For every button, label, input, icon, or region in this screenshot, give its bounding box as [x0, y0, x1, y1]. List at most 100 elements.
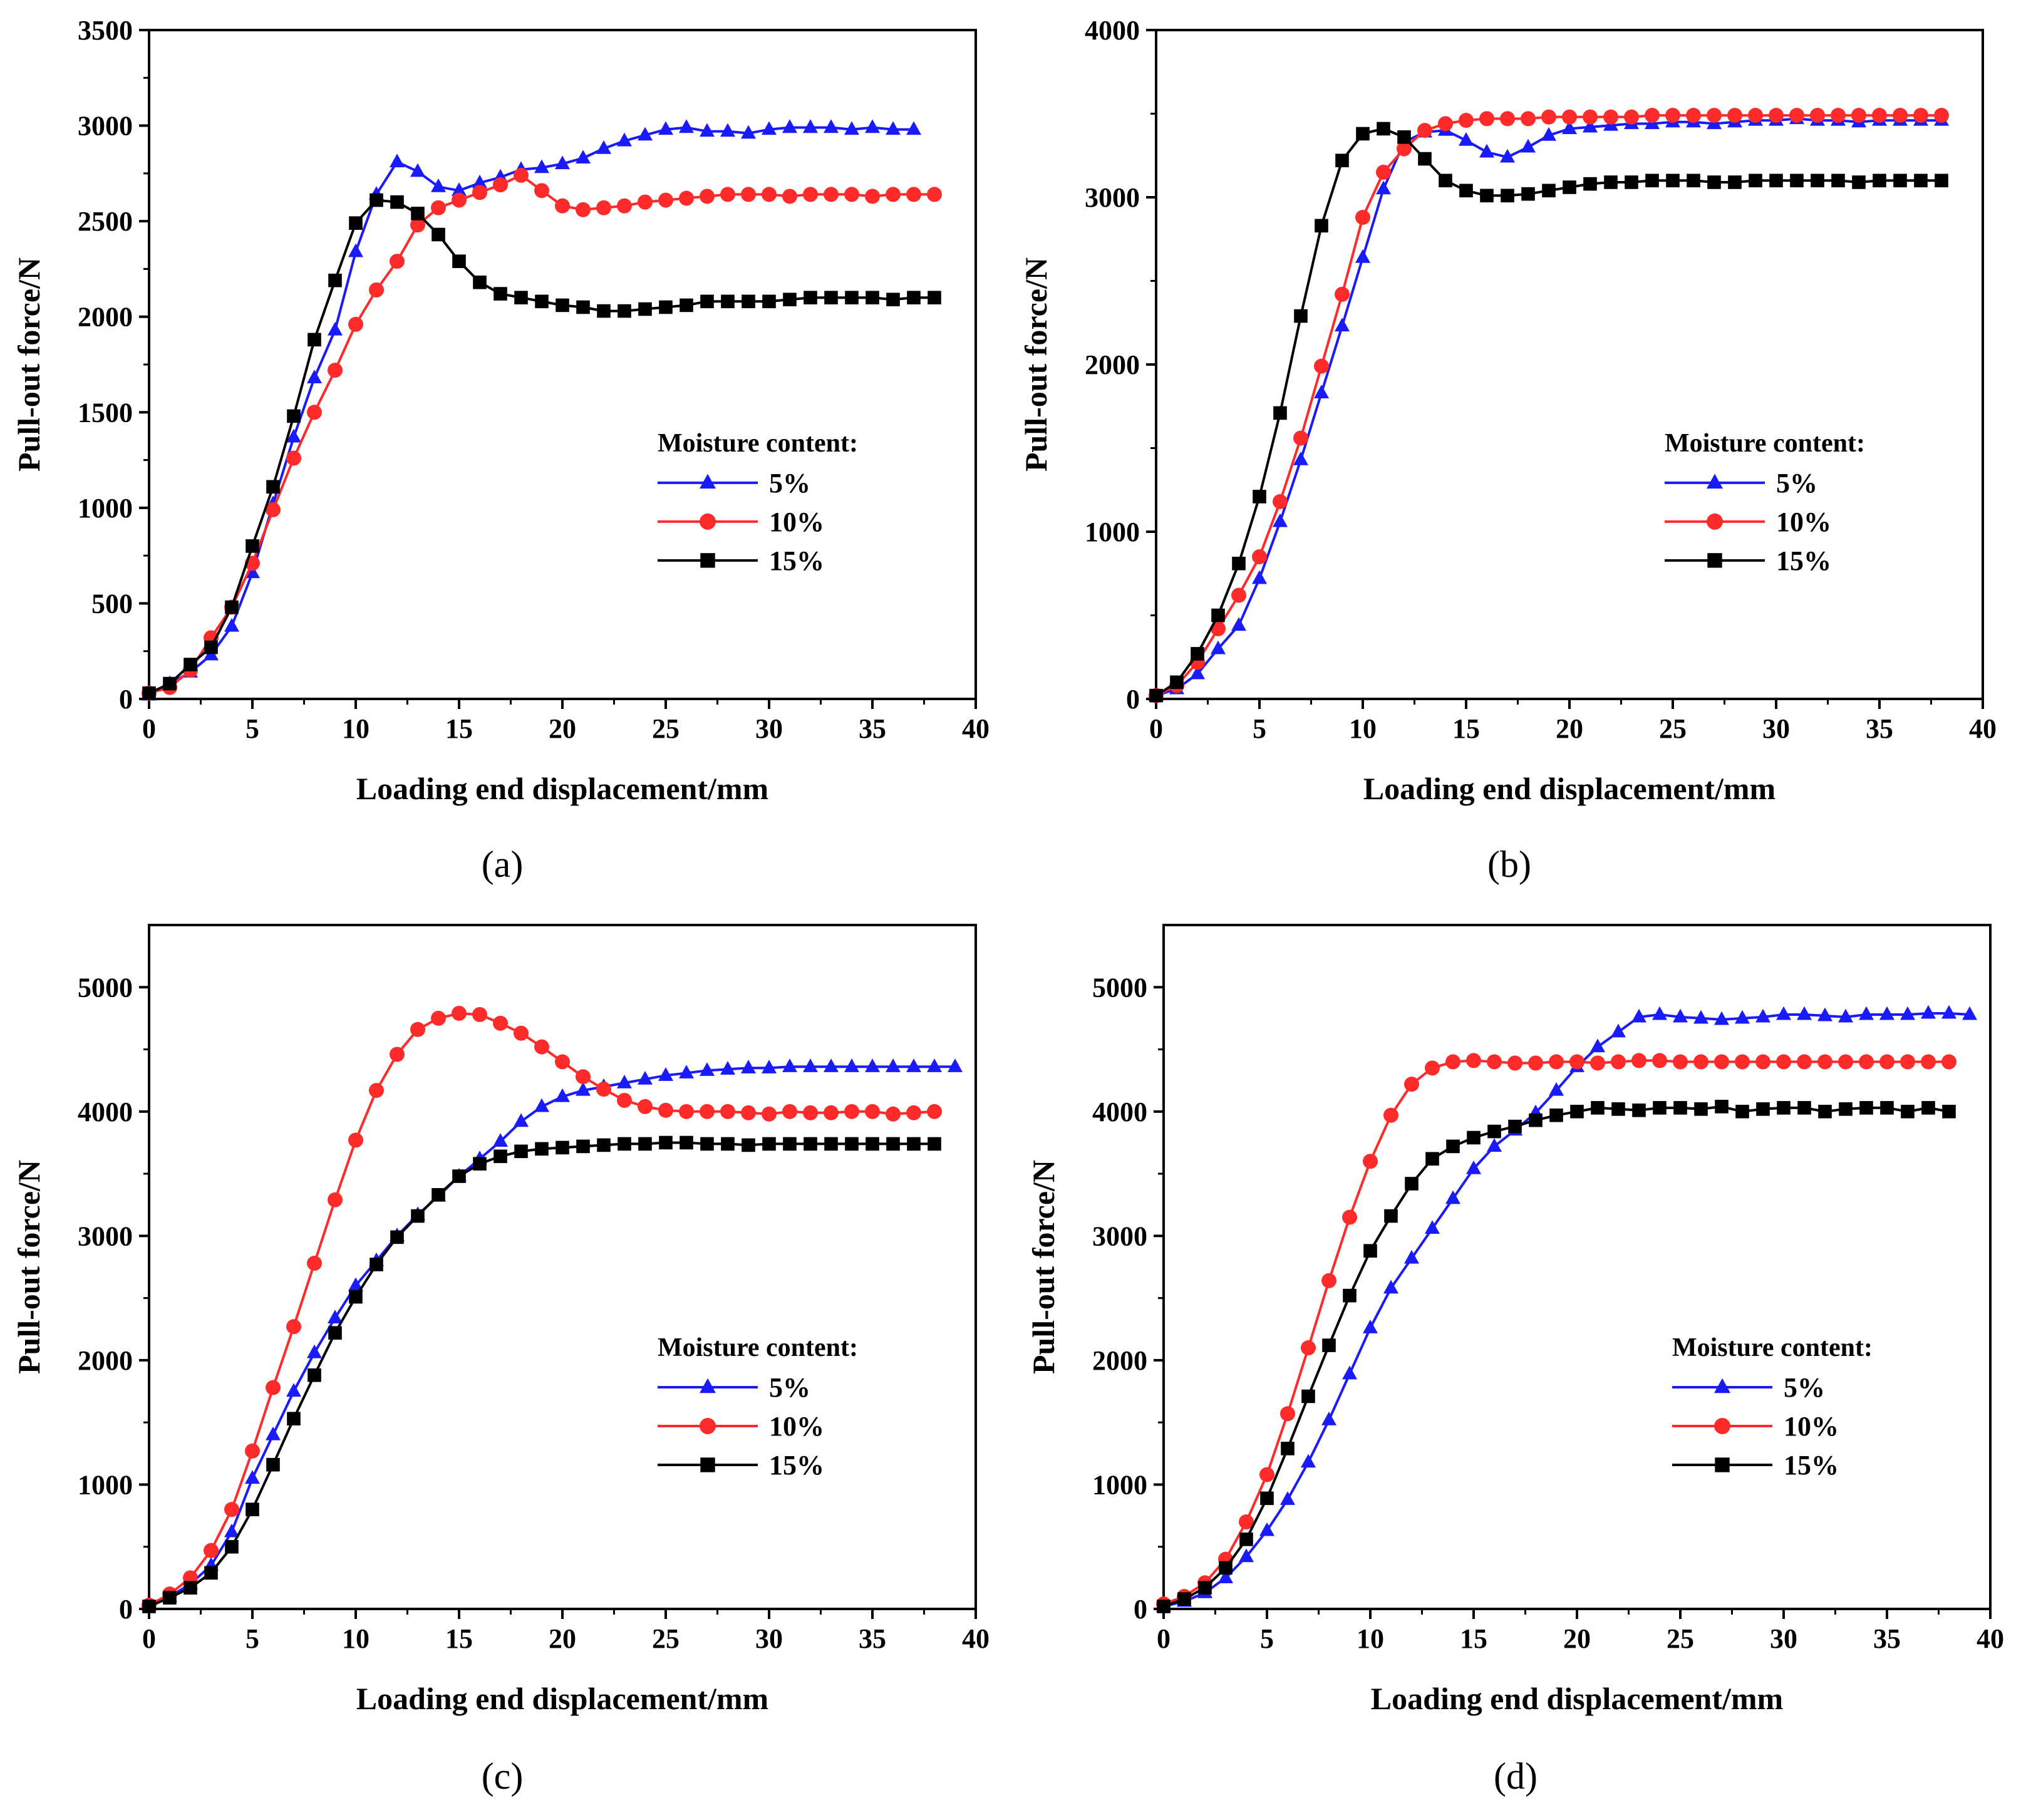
legend-entry: 15%: [769, 1450, 824, 1481]
square-marker: [1363, 1244, 1377, 1258]
circle-marker: [1941, 1054, 1956, 1070]
circle-marker: [1714, 1054, 1729, 1070]
circle-marker: [452, 1005, 467, 1021]
square-marker: [556, 298, 569, 313]
square-marker: [494, 287, 507, 301]
series-15pct: [142, 193, 941, 700]
square-marker: [928, 1137, 941, 1151]
circle-marker: [762, 1106, 777, 1122]
triangle-marker: [679, 1065, 694, 1078]
circle-marker: [1321, 1273, 1336, 1288]
circle-marker: [927, 1104, 942, 1119]
square-marker: [535, 1142, 549, 1156]
square-marker: [1873, 173, 1886, 188]
circle-marker: [1376, 164, 1391, 180]
circle-marker: [1355, 210, 1370, 225]
series-line: [1163, 1012, 1970, 1608]
y-tick-label: 500: [91, 588, 133, 619]
square-marker: [1749, 173, 1762, 188]
circle-marker: [534, 1039, 549, 1055]
circle-marker: [1397, 141, 1412, 157]
circle-marker: [1335, 286, 1350, 302]
circle-marker: [886, 1106, 901, 1122]
legend: Moisture content: 5% 10% 15%: [1665, 429, 1865, 576]
series-15pct: [142, 1135, 941, 1613]
square-marker: [597, 1138, 611, 1152]
y-tick-label: 3000: [1085, 182, 1140, 213]
circle-marker: [679, 190, 694, 206]
square-marker: [1487, 1124, 1501, 1139]
y-axis-label: Pull-out force/N: [1026, 1160, 1061, 1374]
circle-marker: [1838, 1054, 1853, 1070]
triangle-marker: [906, 1058, 921, 1072]
circle-marker: [1273, 494, 1288, 509]
square-marker: [1177, 1592, 1191, 1606]
square-marker: [1563, 180, 1576, 194]
legend: Moisture content: 5% 10% 15%: [1672, 1333, 1873, 1481]
circle-marker: [1562, 109, 1577, 125]
y-tick-label: 4000: [78, 1097, 133, 1127]
triangle-marker: [1479, 143, 1494, 158]
triangle-marker: [1273, 513, 1288, 527]
square-marker: [556, 1140, 569, 1155]
x-tick-label: 10: [342, 1623, 370, 1654]
square-marker: [721, 294, 735, 309]
square-marker: [204, 640, 218, 654]
circle-marker: [1231, 587, 1246, 603]
y-tick-label: 0: [1126, 684, 1140, 715]
triangle-marker: [576, 150, 591, 164]
x-tick-label: 5: [1260, 1623, 1274, 1654]
x-tick-label: 25: [652, 713, 680, 744]
square-marker: [1198, 1581, 1212, 1595]
square-marker: [473, 275, 487, 289]
circle-marker: [720, 1104, 735, 1119]
triangle-marker: [493, 1133, 508, 1147]
circle-marker: [576, 1069, 591, 1085]
circle-marker: [1541, 109, 1556, 125]
square-marker: [866, 291, 879, 304]
legend-entry: 15%: [1784, 1450, 1839, 1481]
square-marker: [1591, 1101, 1605, 1115]
square-marker: [1604, 175, 1618, 189]
triangle-marker: [865, 1058, 880, 1072]
square-marker: [1728, 175, 1742, 189]
circle-marker: [576, 202, 591, 217]
circle-marker: [1707, 108, 1722, 123]
triangle-marker: [452, 182, 467, 196]
triangle-marker: [658, 1067, 673, 1081]
triangle-marker: [1879, 1006, 1894, 1020]
square-marker: [866, 1137, 879, 1151]
series-15pct: [1157, 1100, 1956, 1613]
square-marker: [266, 480, 280, 494]
triangle-marker: [472, 174, 487, 189]
triangle-marker: [927, 1058, 942, 1072]
triangle-marker: [1363, 1320, 1378, 1333]
square-marker: [183, 1581, 197, 1595]
circle-marker: [782, 1104, 797, 1119]
circle-marker: [369, 282, 384, 297]
y-tick-label: 2000: [78, 1345, 133, 1376]
square-marker: [1425, 1152, 1439, 1166]
square-marker: [597, 304, 611, 318]
circle-marker: [596, 1082, 611, 1097]
square-marker: [576, 300, 590, 314]
square-marker: [1405, 1177, 1419, 1191]
triangle-marker: [266, 1426, 281, 1440]
circle-marker: [1893, 108, 1908, 123]
triangle-marker: [1838, 1008, 1853, 1023]
triangle-marker: [1335, 318, 1350, 332]
square-marker: [1797, 1101, 1811, 1115]
square-marker: [349, 1290, 363, 1304]
x-axis-label: Loading end displacement/mm: [356, 771, 768, 806]
square-marker: [1239, 1533, 1253, 1546]
circle-marker: [1487, 1054, 1502, 1070]
circle-marker: [514, 167, 529, 183]
square-marker: [494, 1149, 507, 1164]
circle-marker: [906, 187, 921, 202]
circle-marker: [514, 1025, 529, 1041]
x-tick-label: 0: [1157, 1623, 1171, 1654]
triangle-marker: [1211, 640, 1226, 654]
square-marker: [452, 254, 466, 269]
square-marker: [1645, 173, 1659, 188]
square-marker: [432, 1188, 445, 1202]
